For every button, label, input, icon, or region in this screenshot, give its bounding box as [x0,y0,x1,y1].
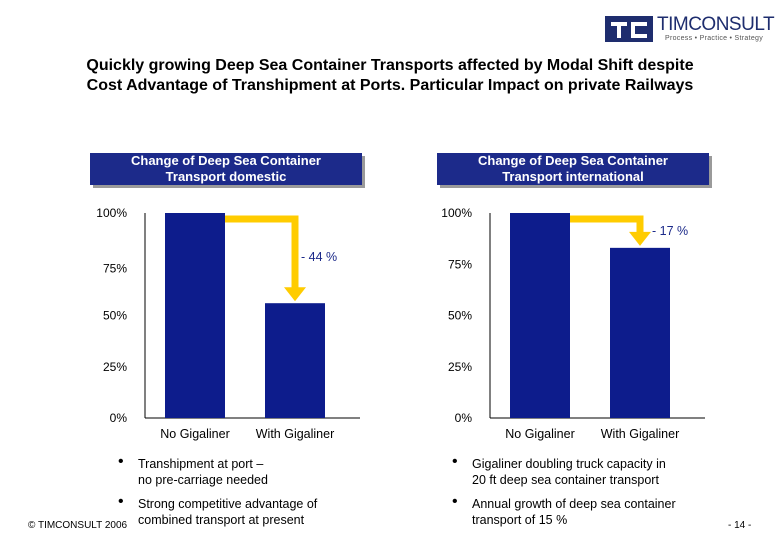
chart-title-international-line-1: Change of Deep Sea Container [478,153,668,168]
chart-title-domestic: Change of Deep Sea Container Transport d… [90,153,362,185]
bullet-line: transport of 15 % [472,513,568,527]
y-tick-label: 75% [103,261,127,275]
x-tick-label: With Gigaliner [256,427,335,441]
bullet-line: Gigaliner doubling truck capacity in [472,457,666,471]
chart-international: 0% 25% 50% 75% 100% No Gigaliner With Gigaline… [441,206,705,441]
bullet-item: • Transhipment at port – no pre-carriage… [118,453,378,488]
bullet-line: Strong competitive advantage of [138,497,318,511]
chart-title-international: Change of Deep Sea Container Transport i… [437,153,709,185]
bullet-dot: • [452,493,458,510]
y-tick-label: 0% [455,411,473,425]
bullet-line: 20 ft deep sea container transport [472,473,659,487]
chart-title-international-line-2: Transport international [502,169,644,184]
y-tick-label: 50% [448,309,472,323]
page-title: Quickly growing Deep Sea Container Trans… [0,56,780,96]
bar [610,247,670,418]
drop-arrow [570,215,644,234]
bullet-dot: • [452,453,458,470]
bullet-item: • Gigaliner doubling truck capacity in 2… [452,453,722,488]
title-line-1: Quickly growing Deep Sea Container Trans… [86,57,694,74]
bullet-item: • Annual growth of deep sea container tr… [452,493,722,528]
x-tick-label: No Gigaliner [160,427,229,441]
page-number: - 14 - [728,520,752,531]
y-tick-label: 100% [441,206,472,220]
x-tick-label: With Gigaliner [601,427,680,441]
bullet-line: combined transport at present [138,513,305,527]
y-tick-label: 100% [96,206,127,220]
y-tick-label: 75% [448,257,472,271]
bar [265,303,325,418]
x-tick-label: No Gigaliner [505,427,574,441]
bar [510,213,570,418]
chart-title-domestic-line-1: Change of Deep Sea Container [131,153,321,168]
bullet-line: Annual growth of deep sea container [472,497,676,511]
y-tick-label: 50% [103,309,127,323]
bullet-dot: • [118,453,124,470]
drop-arrow [225,215,299,290]
title-line-2: Cost Advantage of Transhipment at Ports.… [86,77,694,94]
change-annotation: - 17 % [652,224,688,238]
bullet-line: Transhipment at port – [138,457,264,471]
chart-domestic: 0% 25% 50% 75% 100% No Gigaliner With Gigaline… [96,206,360,441]
logo-name: TIMCONSULT [657,14,775,35]
y-tick-label: 0% [110,411,128,425]
copyright: © TIMCONSULT 2006 [28,520,128,531]
bullet-dot: • [118,493,124,510]
y-tick-label: 25% [448,360,472,374]
bullet-line: no pre-carriage needed [138,473,268,487]
bullet-item: • Strong competitive advantage of combin… [118,493,378,528]
change-annotation: - 44 % [301,250,337,264]
chart-title-domestic-line-2: Transport domestic [165,169,287,184]
drop-arrow-head [629,231,651,246]
bullets-left: • Transhipment at port – no pre-carriage… [118,453,378,536]
bar [165,213,225,418]
bullets-right: • Gigaliner doubling truck capacity in 2… [452,453,722,536]
timconsult-logo [605,16,653,42]
y-tick-label: 25% [103,360,127,374]
drop-arrow-head [284,287,306,302]
logo-tagline: Process • Practice • Strategy [665,35,764,42]
